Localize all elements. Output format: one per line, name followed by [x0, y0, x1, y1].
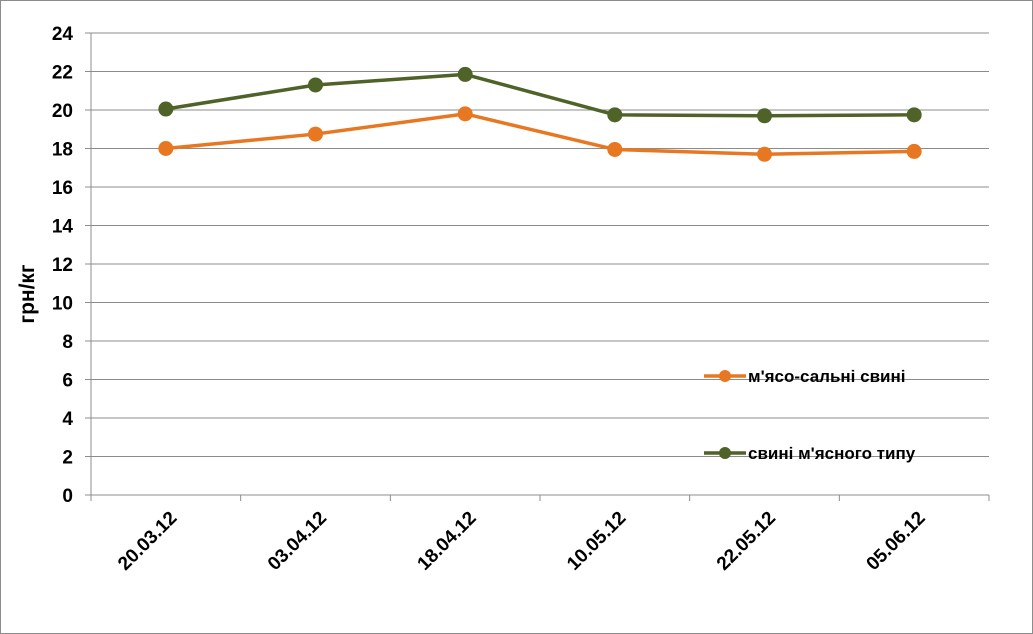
y-tick-label: 16	[52, 178, 73, 199]
x-tick-labels: 20.03.12 03.04.12 18.04.12 10.05.12 22.05.12…	[114, 508, 929, 575]
data-point-series-2	[457, 66, 473, 82]
gridlines	[91, 32, 989, 457]
series-lines	[158, 66, 922, 162]
legend-label-1: м'ясо-сальні свині	[748, 367, 905, 386]
x-tick-label: 22.05.12	[713, 508, 780, 575]
legend-label-2: свині м'ясного типу	[748, 444, 916, 463]
x-tick-label: 10.05.12	[563, 508, 630, 575]
y-tick-label: 22	[52, 63, 73, 84]
y-tick-label: 4	[62, 409, 73, 430]
series-line-1	[165, 112, 915, 157]
x-tick-label: 05.06.12	[863, 508, 930, 575]
legend-marker-1	[719, 370, 731, 382]
data-point-series-1	[607, 141, 623, 157]
y-tick-label: 18	[52, 140, 73, 161]
data-point-series-2	[607, 107, 623, 123]
y-tick-label: 12	[52, 255, 73, 276]
series-line-2	[165, 72, 915, 118]
axes	[85, 32, 990, 501]
y-tick-label: 10	[52, 294, 73, 315]
y-tick-label: 24	[52, 24, 74, 45]
x-tick-label: 18.04.12	[414, 508, 481, 575]
data-point-series-2	[158, 101, 174, 117]
legend-marker-2	[719, 447, 731, 459]
y-tick-label: 14	[52, 217, 74, 238]
y-tick-label: 20	[52, 101, 73, 122]
data-point-series-2	[308, 77, 323, 93]
x-tick-label: 20.03.12	[114, 508, 181, 575]
y-tick-label: 6	[62, 371, 73, 392]
data-point-series-2	[906, 107, 922, 123]
data-point-series-1	[757, 146, 772, 162]
data-point-series-1	[457, 106, 473, 122]
y-tick-label: 0	[62, 486, 73, 507]
legend: м'ясо-сальні свині свині м'ясного типу	[704, 367, 916, 463]
data-point-series-1	[308, 126, 323, 142]
data-point-series-2	[757, 108, 772, 124]
x-tick-label: 03.04.12	[264, 508, 331, 575]
data-point-series-1	[906, 143, 922, 159]
y-axis-title: грн/кг	[16, 264, 39, 324]
data-point-series-1	[158, 141, 174, 156]
y-tick-label: 8	[62, 332, 73, 353]
y-tick-label: 2	[62, 448, 73, 469]
